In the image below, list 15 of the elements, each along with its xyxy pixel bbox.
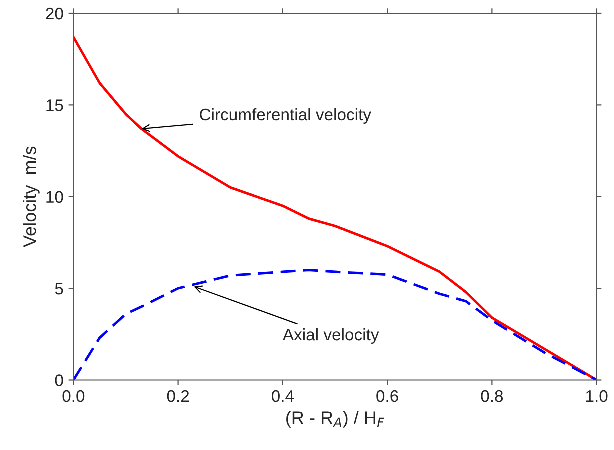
annotation: Circumferential velocity <box>200 108 372 124</box>
y-tick-label: 10 <box>46 191 64 204</box>
x-tick-label: 0.2 <box>167 390 190 402</box>
annotation: Axial velocity <box>282 328 380 344</box>
y-tick-label: 15 <box>46 100 64 112</box>
x-tick-label: 0.4 <box>272 390 294 402</box>
x-tick-label: 0.6 <box>376 390 398 402</box>
y-tick-label: 0 <box>55 374 64 386</box>
y-axis-title: Velocity m/s <box>23 146 40 248</box>
y-tick-label: 20 <box>46 8 64 20</box>
x-tick-label: 0.0 <box>62 390 85 402</box>
x-axis-title: (R - R$_{A}$) / H$_{F}$ <box>286 411 385 428</box>
x-tick-label: 0.8 <box>481 390 504 402</box>
y-tick-label: 5 <box>55 283 64 295</box>
x-tick-label: 1.0 <box>586 390 608 402</box>
